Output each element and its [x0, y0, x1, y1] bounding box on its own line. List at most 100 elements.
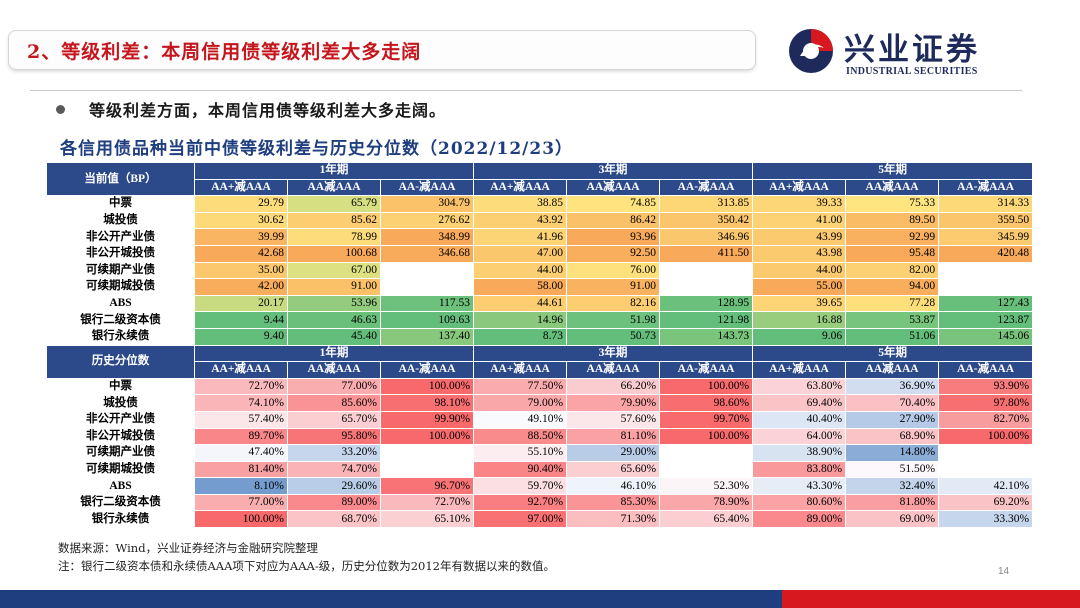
table-cell: 85.30% — [566, 493, 661, 512]
table-cell — [659, 460, 754, 479]
table-cell: 74.70% — [287, 460, 381, 479]
table-cell: 420.48 — [938, 244, 1034, 263]
table-cell: 67.00 — [287, 261, 381, 280]
table-cell: 77.50% — [473, 377, 568, 396]
slide-title-bar: 2、等级利差：本周信用债等级利差大多走阔 — [8, 30, 756, 70]
row-label: 银行永续债 — [46, 327, 195, 346]
table-cell: 43.99 — [752, 228, 847, 246]
table-cell: 345.99 — [938, 228, 1034, 246]
history-period-header: 1年期 — [193, 344, 475, 363]
table-cell: 33.30% — [938, 510, 1034, 529]
logo-mark-icon — [789, 29, 833, 73]
table-cell: 76.00 — [566, 261, 661, 280]
history-column-header: AA+减AAA — [752, 361, 847, 379]
history-period-header: 5年期 — [752, 344, 1034, 363]
table-row: 可续期城投债 81.40% 74.70% 90.40% 65.60% 83.80% 51.5… — [46, 460, 1034, 479]
table-cell: 65.60% — [566, 460, 661, 479]
table-cell: 123.87 — [938, 311, 1034, 329]
table-cell: 64.00% — [752, 427, 847, 446]
table-cell: 51.06 — [845, 327, 940, 346]
table-cell: 33.20% — [287, 444, 381, 462]
table-cell: 41.00 — [752, 211, 847, 230]
table-cell: 94.00 — [845, 278, 940, 296]
table-cell: 98.60% — [659, 394, 754, 412]
table-cell: 143.73 — [659, 327, 754, 346]
table-row: 非公开城投债 42.68 100.68 346.68 47.00 92.50 411.50 4… — [46, 244, 1034, 263]
table-cell: 95.48 — [845, 244, 940, 263]
history-section-label: 历史分位数 — [46, 344, 195, 379]
history-column-header: AA+减AAA — [194, 361, 288, 379]
table-cell: 77.00% — [194, 493, 288, 512]
table-cell: 68.90% — [845, 427, 940, 446]
table-cell: 96.70% — [379, 477, 475, 495]
row-label: 银行永续债 — [46, 510, 195, 529]
table-cell: 69.40% — [752, 394, 847, 412]
row-label: 中票 — [46, 195, 195, 213]
table-cell: 95.80% — [287, 427, 381, 446]
table-cell: 65.10% — [379, 510, 475, 529]
spread-table: 当前值（BP） 1年期 3年期 5年期 AA+减AAA AA减AAA AA-减AAA AA+减… — [46, 161, 1034, 529]
table-cell: 100.00% — [194, 510, 288, 529]
history-column-header: AA减AAA — [287, 361, 381, 379]
table-cell: 44.61 — [473, 294, 568, 313]
row-label: 银行二级资本债 — [46, 493, 195, 512]
table-cell: 128.95 — [659, 294, 754, 313]
row-label: 可续期城投债 — [46, 278, 195, 296]
current-column-header: AA+减AAA — [752, 178, 847, 197]
table-cell: 99.70% — [659, 410, 754, 429]
table-cell: 89.70% — [194, 427, 288, 446]
table-cell: 16.88 — [752, 311, 847, 329]
table-cell: 145.06 — [938, 327, 1034, 346]
table-cell: 52.30% — [659, 477, 754, 495]
bullet-point: 等级利差方面，本周信用债等级利差大多走阔。 — [56, 98, 446, 120]
table-cell: 57.40% — [194, 410, 288, 429]
table-cell: 80.60% — [752, 493, 847, 512]
row-label: ABS — [46, 294, 195, 313]
table-cell: 127.43 — [938, 294, 1034, 313]
history-column-header: AA-减AAA — [659, 361, 754, 379]
table-row: 可续期城投债 42.00 91.00 58.00 91.00 55.00 94.00 — [46, 278, 1034, 296]
table-cell: 29.79 — [194, 195, 288, 213]
table-cell: 55.00 — [752, 278, 847, 296]
table-row: 城投债 30.62 85.62 276.62 43.92 86.42 350.42 41.00… — [46, 211, 1034, 230]
table-cell: 350.42 — [659, 211, 754, 230]
table-row: ABS 20.17 53.96 117.53 44.61 82.16 128.95 39.65… — [46, 294, 1034, 313]
table-cell: 29.60% — [287, 477, 381, 495]
table-cell — [659, 278, 754, 296]
table-cell — [659, 261, 754, 280]
row-label: 非公开城投债 — [46, 244, 195, 263]
row-label: 中票 — [46, 377, 195, 396]
table-cell — [659, 444, 754, 462]
table-cell: 78.90% — [659, 493, 754, 512]
bottom-band-red — [782, 590, 1080, 608]
table-cell: 89.00% — [287, 493, 381, 512]
table-row: 银行永续债 100.00% 68.70% 65.10% 97.00% 71.30% 65.4… — [46, 510, 1034, 529]
table-cell: 40.40% — [752, 410, 847, 429]
table-row: 非公开产业债 57.40% 65.70% 99.90% 49.10% 57.60% 99.7… — [46, 410, 1034, 429]
table-cell: 411.50 — [659, 244, 754, 263]
table-cell: 100.00% — [659, 427, 754, 446]
table-cell — [938, 460, 1034, 479]
table-cell: 85.62 — [287, 211, 381, 230]
current-column-header: AA+减AAA — [194, 178, 288, 197]
table-cell: 63.80% — [752, 377, 847, 396]
bottom-band — [0, 590, 1080, 608]
table-cell: 74.85 — [566, 195, 661, 213]
table-cell: 346.68 — [379, 244, 475, 263]
table-cell — [938, 444, 1034, 462]
table-cell — [938, 261, 1034, 280]
table-cell: 82.16 — [566, 294, 661, 313]
table-cell: 65.70% — [287, 410, 381, 429]
table-cell: 85.60% — [287, 394, 381, 412]
history-column-header: AA-减AAA — [379, 361, 475, 379]
table-cell: 276.62 — [379, 211, 475, 230]
table-cell: 42.10% — [938, 477, 1034, 495]
table-cell: 47.40% — [194, 444, 288, 462]
table-cell: 41.96 — [473, 228, 568, 246]
company-logo: 兴业证券 INDUSTRIAL SECURITIES — [786, 24, 1016, 80]
bullet-dot-icon — [56, 104, 65, 114]
table-cell: 65.79 — [287, 195, 381, 213]
table-cell: 65.40% — [659, 510, 754, 529]
current-section-label: 当前值（BP） — [46, 161, 195, 197]
table-cell — [938, 278, 1034, 296]
